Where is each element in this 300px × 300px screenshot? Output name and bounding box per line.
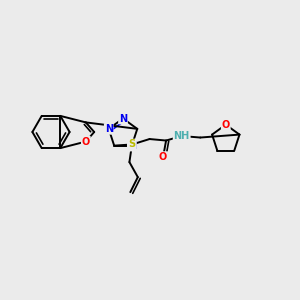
Text: N: N [128, 141, 136, 151]
Text: N: N [105, 124, 113, 134]
Text: O: O [82, 136, 90, 147]
Text: N: N [119, 113, 127, 124]
Text: S: S [129, 140, 136, 149]
Text: NH: NH [174, 131, 190, 141]
Text: O: O [222, 120, 230, 130]
Text: O: O [159, 152, 167, 162]
